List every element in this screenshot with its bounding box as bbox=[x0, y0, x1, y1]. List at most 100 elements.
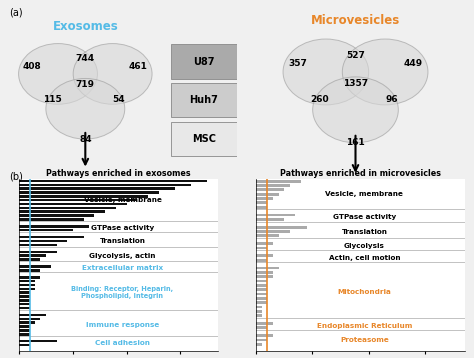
Text: 527: 527 bbox=[346, 51, 365, 60]
Bar bbox=[19, 236, 83, 238]
Bar bbox=[19, 258, 40, 261]
Bar bbox=[19, 218, 83, 221]
Bar bbox=[256, 193, 279, 195]
Bar bbox=[19, 251, 56, 253]
Bar bbox=[19, 211, 105, 213]
Bar bbox=[256, 310, 262, 313]
Bar bbox=[256, 230, 290, 233]
Bar bbox=[256, 322, 273, 325]
Text: 461: 461 bbox=[129, 62, 148, 71]
Text: 260: 260 bbox=[310, 96, 328, 105]
Text: Immune response: Immune response bbox=[86, 321, 159, 328]
Bar bbox=[256, 334, 273, 337]
Bar bbox=[256, 255, 273, 257]
Bar bbox=[19, 265, 51, 268]
Text: Proteasome: Proteasome bbox=[340, 337, 389, 343]
Bar bbox=[19, 225, 89, 228]
Bar bbox=[19, 333, 30, 335]
Bar bbox=[19, 325, 30, 328]
Bar bbox=[256, 206, 267, 209]
Bar bbox=[19, 344, 30, 346]
Bar bbox=[19, 276, 40, 279]
Bar bbox=[256, 180, 301, 183]
Text: 115: 115 bbox=[43, 95, 61, 104]
Text: Binding: Receptor, Heparin,
Phospholipid, Integrin: Binding: Receptor, Heparin, Phospholipid… bbox=[72, 286, 173, 299]
Bar bbox=[19, 303, 30, 305]
Bar bbox=[256, 297, 267, 300]
Bar bbox=[256, 280, 267, 282]
Text: 357: 357 bbox=[288, 59, 307, 68]
Bar bbox=[19, 214, 94, 217]
Ellipse shape bbox=[313, 77, 398, 143]
Text: Extracellular matrix: Extracellular matrix bbox=[82, 265, 163, 271]
Text: (a): (a) bbox=[9, 7, 23, 17]
Bar bbox=[256, 306, 262, 309]
Bar bbox=[19, 321, 35, 324]
Bar bbox=[19, 199, 137, 202]
Bar bbox=[19, 269, 40, 272]
Bar bbox=[256, 242, 273, 245]
Ellipse shape bbox=[73, 44, 152, 104]
Bar bbox=[19, 203, 127, 205]
Text: Mitochondria: Mitochondria bbox=[337, 289, 392, 295]
Text: 54: 54 bbox=[112, 95, 125, 104]
Bar bbox=[256, 259, 267, 262]
Text: Huh7: Huh7 bbox=[190, 95, 218, 105]
Bar bbox=[19, 187, 175, 190]
Bar bbox=[256, 288, 267, 291]
Bar bbox=[256, 226, 307, 228]
Bar bbox=[256, 339, 267, 342]
Bar bbox=[19, 280, 35, 282]
Bar bbox=[256, 247, 267, 250]
Bar bbox=[256, 197, 273, 200]
Bar bbox=[19, 307, 30, 309]
Text: 719: 719 bbox=[76, 80, 95, 89]
Text: 408: 408 bbox=[23, 62, 42, 71]
Bar bbox=[19, 191, 159, 194]
Bar bbox=[256, 284, 267, 287]
Bar bbox=[19, 314, 46, 316]
Bar bbox=[19, 180, 207, 182]
Bar bbox=[256, 188, 284, 191]
Bar bbox=[256, 202, 267, 204]
Text: Glycolysis: Glycolysis bbox=[344, 243, 385, 249]
Bar bbox=[19, 295, 30, 298]
Text: 161: 161 bbox=[346, 138, 365, 147]
FancyBboxPatch shape bbox=[171, 44, 237, 79]
Bar bbox=[256, 343, 262, 346]
Text: 744: 744 bbox=[76, 54, 95, 63]
Bar bbox=[19, 244, 56, 246]
Bar bbox=[19, 207, 116, 209]
Text: Cell adhesion: Cell adhesion bbox=[95, 340, 150, 346]
Bar bbox=[256, 271, 273, 274]
Text: Translation: Translation bbox=[341, 228, 387, 234]
Ellipse shape bbox=[46, 78, 125, 139]
Bar bbox=[19, 299, 30, 302]
Bar bbox=[256, 184, 290, 187]
Text: 96: 96 bbox=[385, 96, 398, 105]
Bar bbox=[19, 229, 73, 232]
Bar bbox=[256, 275, 273, 278]
Text: Glycolysis, actin: Glycolysis, actin bbox=[89, 253, 156, 259]
Text: MSC: MSC bbox=[192, 134, 216, 144]
Ellipse shape bbox=[283, 39, 369, 105]
Bar bbox=[19, 318, 40, 320]
Text: Translation: Translation bbox=[100, 238, 146, 244]
Bar bbox=[256, 326, 267, 329]
Title: Pathways enriched in exosomes: Pathways enriched in exosomes bbox=[46, 169, 191, 178]
Bar bbox=[19, 184, 191, 186]
Bar bbox=[19, 287, 35, 290]
Text: GTPase activity: GTPase activity bbox=[333, 214, 396, 220]
Bar bbox=[256, 234, 279, 237]
Text: Microvesicles: Microvesicles bbox=[311, 14, 400, 28]
Bar bbox=[256, 218, 284, 221]
Text: 1357: 1357 bbox=[343, 79, 368, 88]
Text: Endoplasmic Reticulum: Endoplasmic Reticulum bbox=[317, 323, 412, 329]
Bar bbox=[256, 301, 267, 304]
Text: Vesicle, membrane: Vesicle, membrane bbox=[326, 191, 403, 197]
Text: U87: U87 bbox=[193, 57, 215, 67]
Text: Actin, cell motion: Actin, cell motion bbox=[328, 255, 400, 261]
Text: (b): (b) bbox=[9, 172, 23, 182]
Bar bbox=[19, 284, 35, 286]
FancyBboxPatch shape bbox=[171, 83, 237, 117]
